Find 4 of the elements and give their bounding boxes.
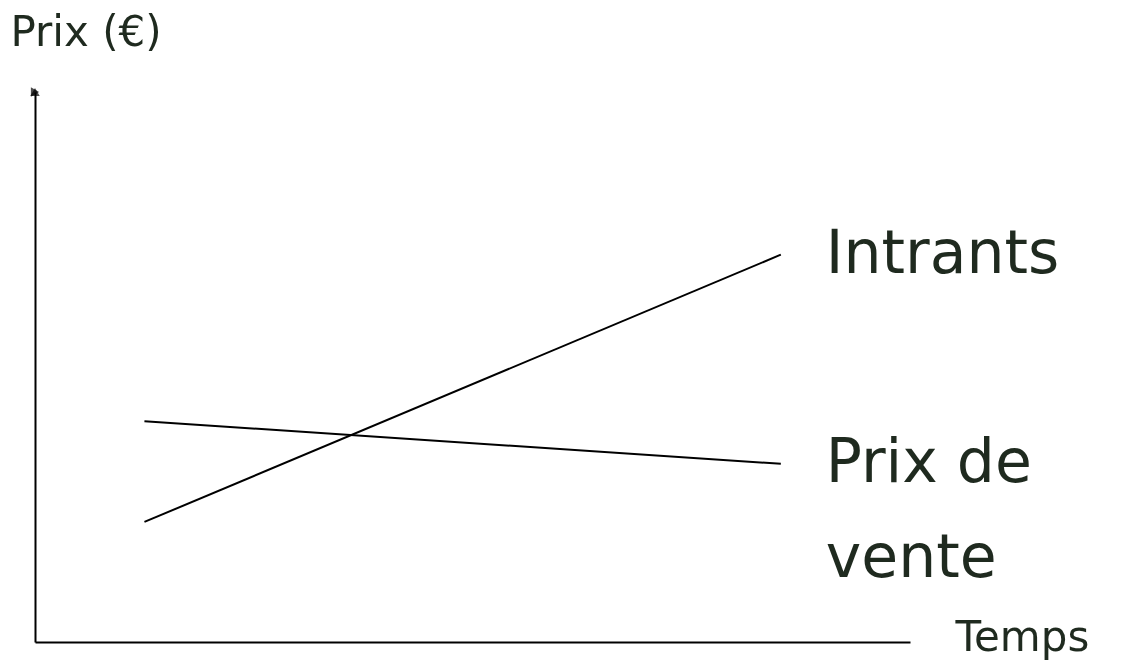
series-label: Intrants: [825, 216, 1060, 287]
series-label: Prix de vente: [825, 425, 1032, 591]
x-axis-title: Temps: [954, 611, 1090, 661]
y-axis-title: Prix (€): [10, 6, 162, 56]
